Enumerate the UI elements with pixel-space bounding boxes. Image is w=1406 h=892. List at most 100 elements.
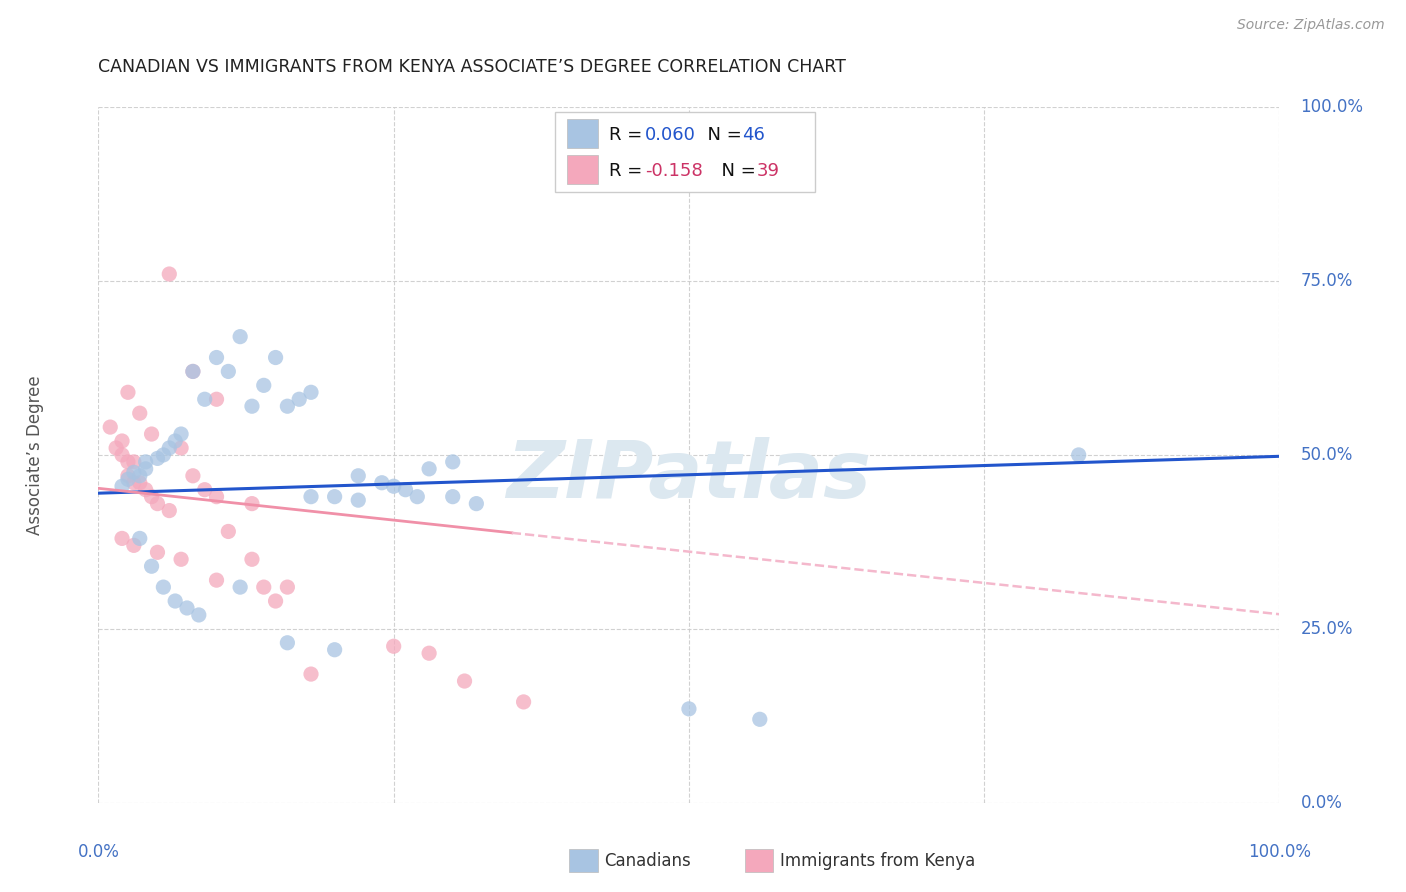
Text: CANADIAN VS IMMIGRANTS FROM KENYA ASSOCIATE’S DEGREE CORRELATION CHART: CANADIAN VS IMMIGRANTS FROM KENYA ASSOCI… — [98, 58, 846, 76]
Point — [122, 538, 145, 552]
Point — [217, 364, 239, 378]
Point — [253, 580, 276, 594]
Point — [418, 462, 440, 476]
Point — [170, 441, 193, 455]
Point — [135, 455, 157, 469]
Point — [323, 490, 346, 504]
Point — [205, 573, 228, 587]
Point — [141, 490, 163, 504]
Point — [394, 483, 416, 497]
Point — [512, 695, 534, 709]
Point — [299, 385, 322, 400]
Point — [141, 427, 163, 442]
Point — [128, 532, 150, 546]
Point — [264, 351, 287, 365]
Text: 46: 46 — [742, 126, 765, 144]
Point — [347, 493, 370, 508]
Text: N =: N = — [710, 162, 762, 180]
Point — [146, 451, 169, 466]
Point — [122, 455, 145, 469]
Point — [146, 545, 169, 559]
Point — [170, 427, 193, 442]
Point — [157, 503, 180, 517]
Text: 0.0%: 0.0% — [1301, 794, 1343, 812]
Point — [418, 646, 440, 660]
Point — [122, 466, 145, 480]
Point — [117, 455, 139, 469]
Point — [288, 392, 311, 407]
Point — [264, 594, 287, 608]
Point — [678, 702, 700, 716]
Point — [382, 639, 405, 653]
Point — [135, 462, 157, 476]
Text: 25.0%: 25.0% — [1301, 620, 1353, 638]
Text: 39: 39 — [756, 162, 779, 180]
Text: Source: ZipAtlas.com: Source: ZipAtlas.com — [1237, 18, 1385, 32]
Text: Associate’s Degree: Associate’s Degree — [27, 376, 44, 534]
Text: 0.060: 0.060 — [645, 126, 696, 144]
Point — [111, 434, 134, 448]
Point — [441, 490, 464, 504]
Point — [111, 448, 134, 462]
Point — [1067, 448, 1090, 462]
Point — [253, 378, 276, 392]
Point — [240, 497, 263, 511]
Text: N =: N = — [696, 126, 748, 144]
Point — [323, 642, 346, 657]
Text: 100.0%: 100.0% — [1249, 843, 1310, 861]
Point — [170, 552, 193, 566]
Point — [194, 392, 217, 407]
Point — [117, 468, 139, 483]
Text: -0.158: -0.158 — [645, 162, 703, 180]
Point — [128, 406, 150, 420]
Text: 0.0%: 0.0% — [77, 843, 120, 861]
Text: 100.0%: 100.0% — [1301, 98, 1364, 116]
Point — [229, 329, 252, 343]
Point — [347, 468, 370, 483]
Point — [276, 580, 298, 594]
Point — [165, 434, 187, 448]
Point — [217, 524, 239, 539]
Point — [122, 475, 145, 490]
Point — [98, 420, 121, 434]
Point — [441, 455, 464, 469]
Point — [117, 385, 139, 400]
Point — [181, 468, 204, 483]
Point — [128, 468, 150, 483]
Point — [194, 483, 217, 497]
Point — [406, 490, 429, 504]
Point — [157, 267, 180, 281]
Point — [240, 552, 263, 566]
Point — [135, 483, 157, 497]
Point — [117, 472, 139, 486]
Point — [176, 601, 198, 615]
Text: R =: R = — [609, 162, 648, 180]
Point — [382, 479, 405, 493]
Point — [187, 607, 209, 622]
Point — [299, 667, 322, 681]
Point — [152, 448, 174, 462]
Point — [229, 580, 252, 594]
Point — [205, 490, 228, 504]
Point — [371, 475, 394, 490]
Point — [748, 712, 770, 726]
Text: R =: R = — [609, 126, 648, 144]
Point — [453, 674, 475, 689]
Text: 50.0%: 50.0% — [1301, 446, 1353, 464]
Point — [276, 636, 298, 650]
Point — [128, 475, 150, 490]
Point — [111, 532, 134, 546]
Point — [165, 594, 187, 608]
Point — [181, 364, 204, 378]
Text: Canadians: Canadians — [605, 852, 692, 870]
Point — [276, 399, 298, 413]
Text: Immigrants from Kenya: Immigrants from Kenya — [780, 852, 976, 870]
Text: ZIPatlas: ZIPatlas — [506, 437, 872, 515]
Point — [181, 364, 204, 378]
Point — [111, 479, 134, 493]
Point — [105, 441, 128, 455]
Point — [205, 351, 228, 365]
Point — [146, 497, 169, 511]
Point — [465, 497, 488, 511]
Point — [152, 580, 174, 594]
